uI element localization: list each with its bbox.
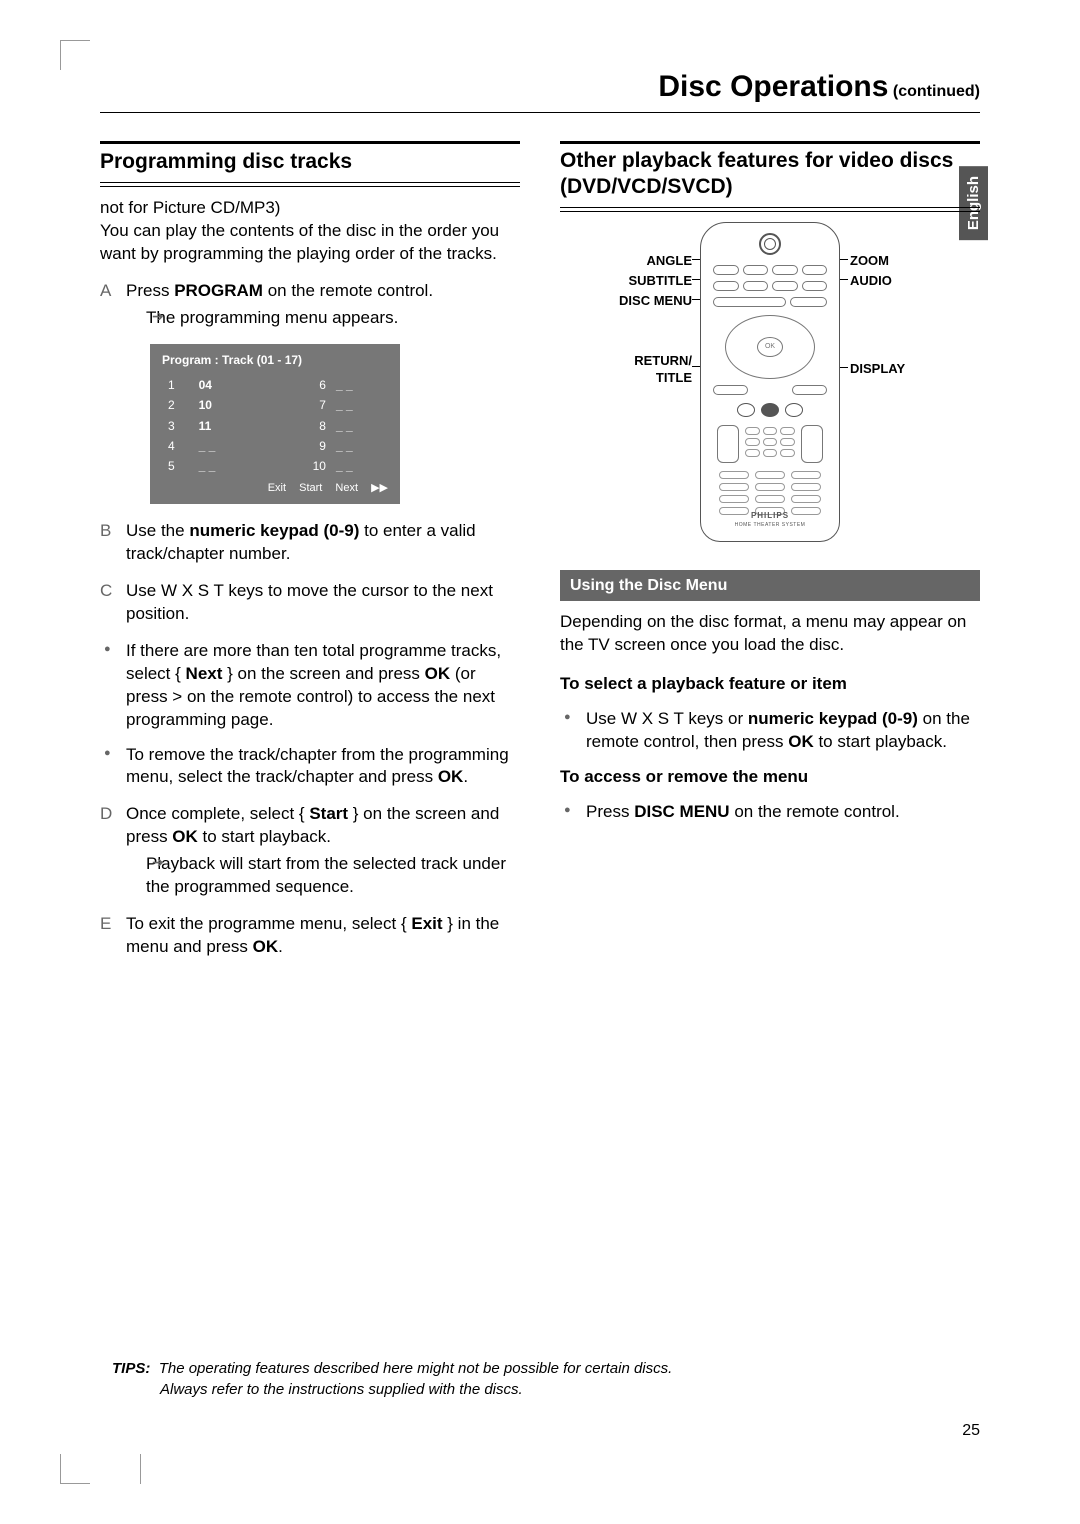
step-d-result: Playback will start from the selected tr… [126,853,520,899]
crop-mark [60,1454,90,1484]
remote-row [711,385,829,395]
remote-row [711,265,829,275]
callout-subtitle: SUBTITLE [580,272,692,290]
step-marker: A [100,280,111,303]
step-marker: C [100,580,112,603]
step-a-result: The programming menu appears. [126,307,520,330]
vol-rocker [801,425,823,463]
callout-discmenu: DISC MENU [580,292,692,310]
remote-outline: PHILIPSHOME THEATER SYSTEM [700,222,840,542]
bold-access-menu: To access or remove the menu [560,766,980,789]
title-main: Disc Operations [658,70,888,103]
step-d: D Once complete, select { Start } on the… [100,803,520,899]
power-icon [759,233,781,255]
right-column: Other playback features for video discs … [560,141,980,973]
program-menu-box: Program : Track (01 - 17) 1046_ _2107_ _… [150,344,400,504]
step-text: To exit the programme menu, select { Exi… [126,914,499,956]
dpad-icon [725,315,815,379]
remote-row [711,281,829,291]
callout-return-title: RETURN/ TITLE [580,352,692,387]
tips-label: TIPS: [112,1360,150,1377]
program-box-footer: Exit Start Next ▶▶ [162,481,388,496]
intro-body: You can play the contents of the disc in… [100,220,520,266]
step-text: Use the numeric keypad (0-9) to enter a … [126,521,476,563]
step-marker: E [100,913,111,936]
callout-audio: AUDIO [850,272,892,290]
left-column: Programming disc tracks not for Picture … [100,141,520,973]
bullet-select-feature: Use W X S T keys or numeric keypad (0-9)… [560,708,980,754]
section-heading-programming: Programming disc tracks [100,141,520,183]
page-title: Disc Operations (continued) [100,70,980,113]
bottom-grid [719,471,821,515]
two-column-layout: Programming disc tracks not for Picture … [100,141,980,973]
title-continued: (continued) [888,83,980,100]
remote-row [711,297,829,307]
section-heading-playback: Other playback features for video discs … [560,141,980,208]
bullet-access-menu: Press DISC MENU on the remote control. [560,801,980,824]
step-text: Press PROGRAM on the remote control. [126,281,433,300]
crop-mark [60,40,90,70]
step-text: Once complete, select { Start } on the s… [126,804,499,846]
subheading-disc-menu: Using the Disc Menu [560,570,980,602]
transport-row [737,403,803,417]
tips-line1: The operating features described here mi… [159,1360,673,1377]
tips-footer: TIPS: The operating features described h… [100,1358,980,1400]
step-text: Use W X S T keys to move the cursor to t… [126,581,493,623]
page-content: Disc Operations (continued) English Prog… [100,70,980,1450]
page-number: 25 [962,1422,980,1440]
tips-line2: Always refer to the instructions supplie… [160,1381,523,1398]
vol-rocker [717,425,739,463]
step-e: E To exit the programme menu, select { E… [100,913,520,959]
bullet-remove-track: To remove the track/chapter from the pro… [100,744,520,790]
callout-zoom: ZOOM [850,252,889,270]
center-grid [745,427,795,457]
remote-diagram: ANGLE SUBTITLE DISC MENU RETURN/ TITLE Z… [580,222,960,552]
bullet-next-page: If there are more than ten total program… [100,640,520,732]
bold-select-feature: To select a playback feature or item [560,673,980,696]
program-table: 1046_ _2107_ _3118_ _4_ _9_ _5_ _10_ _ [162,374,388,477]
program-box-header: Program : Track (01 - 17) [162,352,388,368]
crop-mark [140,1454,141,1484]
step-c: C Use W X S T keys to move the cursor to… [100,580,520,626]
disc-menu-para: Depending on the disc format, a menu may… [560,611,980,657]
step-marker: D [100,803,112,826]
step-b: B Use the numeric keypad (0-9) to enter … [100,520,520,566]
callout-display: DISPLAY [850,360,905,378]
intro-note: not for Picture CD/MP3) [100,197,520,220]
callout-angle: ANGLE [580,252,692,270]
step-marker: B [100,520,111,543]
brand-label: PHILIPSHOME THEATER SYSTEM [701,511,839,529]
step-a: A Press PROGRAM on the remote control. T… [100,280,520,330]
